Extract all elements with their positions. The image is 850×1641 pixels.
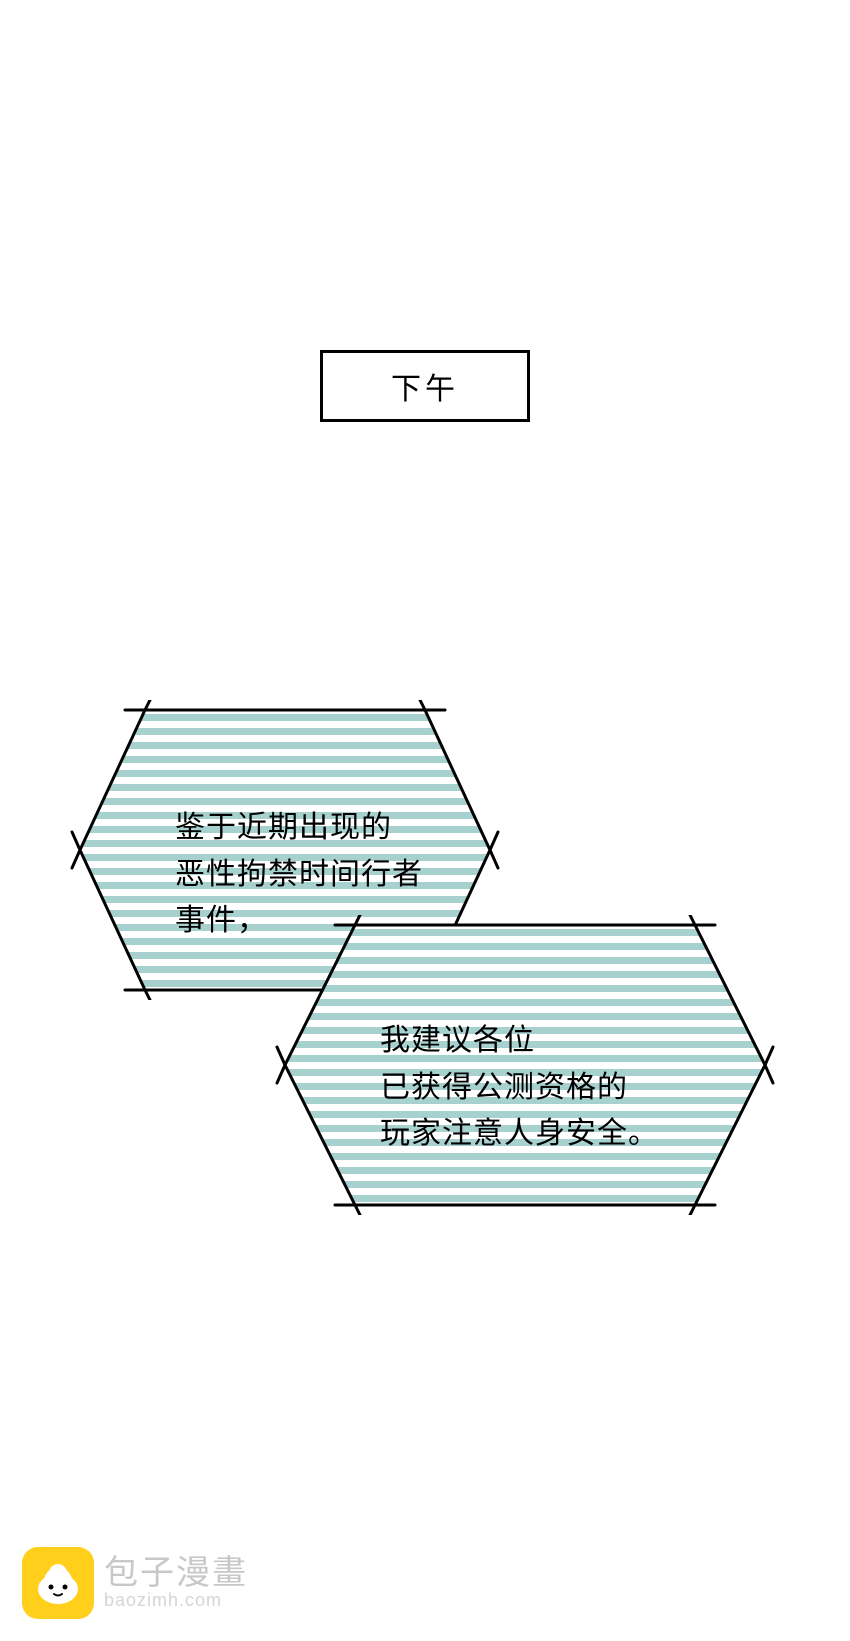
bubble-2-text: 我建议各位 已获得公测资格的 玩家注意人身安全。 — [380, 1018, 659, 1158]
bubble-2-line-1: 我建议各位 — [380, 1018, 659, 1065]
watermark-subtitle: baozimh.com — [104, 1591, 248, 1610]
bubble-1-line-2: 恶性拘禁时间行者 — [175, 852, 423, 899]
watermark-title: 包子漫畫 — [104, 1556, 248, 1592]
bubble-2-line-3: 玩家注意人身安全。 — [380, 1111, 659, 1158]
time-label-box: 下午 — [320, 350, 530, 422]
watermark-bun-icon — [22, 1547, 94, 1619]
bubble-2-line-2: 已获得公测资格的 — [380, 1065, 659, 1112]
watermark: 包子漫畫 baozimh.com — [22, 1547, 248, 1619]
watermark-text: 包子漫畫 baozimh.com — [104, 1556, 248, 1611]
time-label-text: 下午 — [391, 364, 459, 408]
bubble-1-line-1: 鉴于近期出现的 — [175, 805, 423, 852]
